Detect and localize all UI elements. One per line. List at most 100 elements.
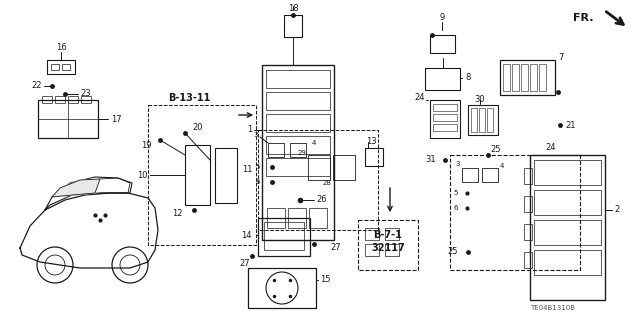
Text: 28: 28 (322, 180, 331, 186)
Bar (462, 168, 478, 182)
Bar (284, 15, 302, 37)
Text: 5: 5 (255, 164, 260, 170)
Bar (534, 160, 601, 185)
Bar (290, 143, 306, 157)
Bar (38, 100, 98, 138)
Text: 26: 26 (316, 196, 326, 204)
Bar (524, 168, 532, 184)
Bar (42, 96, 52, 103)
Bar (433, 114, 457, 121)
Bar (262, 65, 334, 240)
Bar (500, 60, 555, 95)
Text: 6: 6 (454, 205, 458, 211)
Bar (62, 64, 70, 70)
Text: 3: 3 (456, 161, 460, 167)
Text: 19: 19 (141, 140, 152, 150)
Text: 14: 14 (241, 231, 252, 240)
Bar (365, 148, 383, 166)
Bar (530, 155, 605, 300)
Text: B-7-1: B-7-1 (374, 230, 403, 240)
Bar (51, 64, 59, 70)
Text: 18: 18 (288, 4, 298, 13)
Bar (264, 222, 304, 250)
Text: B-13-11: B-13-11 (168, 93, 211, 103)
Text: 17: 17 (111, 115, 122, 123)
Text: 12: 12 (173, 209, 183, 218)
Text: 10: 10 (138, 170, 148, 180)
Bar (55, 96, 65, 103)
Bar (358, 220, 418, 270)
Bar (503, 64, 510, 91)
Bar (148, 105, 256, 245)
Text: 4: 4 (500, 163, 504, 169)
Text: 27: 27 (330, 243, 340, 253)
Text: FR.: FR. (573, 13, 594, 23)
Bar (433, 104, 457, 111)
Bar (471, 108, 477, 132)
Bar (450, 155, 580, 270)
Text: 11: 11 (242, 166, 253, 174)
Text: 20: 20 (192, 123, 202, 132)
Text: 2: 2 (614, 205, 620, 214)
Bar (266, 114, 330, 132)
Bar (333, 155, 355, 180)
Bar (512, 64, 519, 91)
Bar (309, 208, 327, 228)
Text: 24: 24 (545, 144, 556, 152)
Bar (433, 124, 457, 131)
Bar (521, 64, 528, 91)
Bar (248, 268, 316, 308)
Bar (81, 96, 91, 103)
Bar (266, 70, 330, 88)
Text: 6: 6 (255, 179, 260, 185)
Text: 30: 30 (475, 95, 485, 105)
Bar (258, 218, 310, 256)
Bar (215, 148, 237, 203)
Bar (534, 190, 601, 215)
Text: 7: 7 (558, 54, 563, 63)
Bar (530, 64, 537, 91)
Text: 23: 23 (80, 90, 91, 99)
Bar (524, 196, 532, 212)
Bar (385, 228, 399, 240)
Bar (308, 155, 330, 180)
Bar (47, 60, 75, 74)
Bar (288, 208, 306, 228)
Bar (539, 64, 546, 91)
Bar (430, 35, 455, 53)
Text: 25: 25 (490, 145, 500, 154)
Text: 1: 1 (247, 125, 252, 135)
Bar (425, 68, 460, 90)
Text: 15: 15 (320, 276, 330, 285)
Bar (479, 108, 485, 132)
Text: 29: 29 (297, 150, 306, 156)
Text: 4: 4 (312, 140, 316, 146)
Bar (482, 168, 498, 182)
Polygon shape (52, 179, 100, 197)
Text: TE04B1310B: TE04B1310B (530, 305, 575, 311)
Bar (430, 100, 460, 138)
Text: 32117: 32117 (371, 243, 405, 253)
Bar (365, 228, 379, 240)
Bar (268, 143, 284, 157)
Bar (266, 92, 330, 110)
Text: 5: 5 (454, 190, 458, 196)
Text: 21: 21 (565, 121, 575, 130)
Text: 3: 3 (253, 132, 258, 138)
Bar (468, 105, 498, 135)
Text: 9: 9 (440, 13, 445, 23)
Bar (487, 108, 493, 132)
Bar (68, 96, 78, 103)
Bar (524, 224, 532, 240)
Bar (534, 250, 601, 275)
Text: 13: 13 (366, 137, 376, 146)
Bar (365, 244, 379, 256)
Text: 27: 27 (240, 259, 250, 269)
Text: 22: 22 (31, 81, 42, 91)
Bar (266, 158, 330, 176)
Bar (185, 145, 210, 205)
Bar (266, 136, 330, 154)
Bar (258, 130, 378, 230)
Text: 25: 25 (447, 248, 458, 256)
Text: 8: 8 (465, 73, 470, 83)
